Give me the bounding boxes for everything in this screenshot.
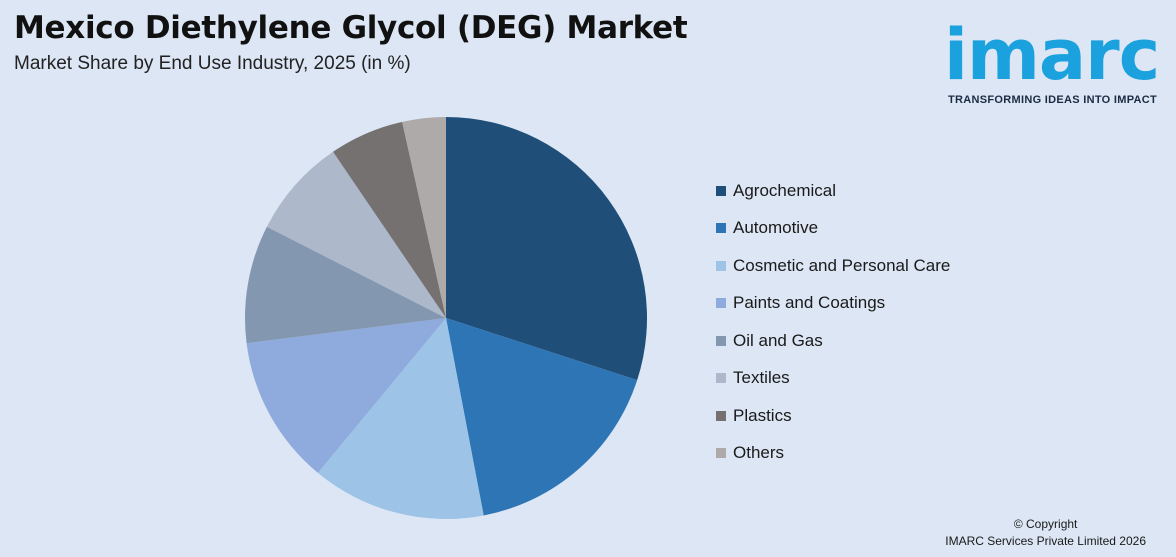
pie-slice-textiles [266,151,446,318]
legend-swatch [716,185,726,196]
logo-wordmark: imarc [944,14,1160,96]
legend-item: Plastics [716,397,950,435]
chart-title: Mexico Diethylene Glycol (DEG) Market [14,10,688,46]
legend-label: Automotive [733,218,819,238]
imarc-logo: imarc TRANSFORMING IDEAS INTO IMPACT [944,10,1170,110]
pie-slice-plastics [333,121,446,318]
legend-label: Textiles [733,368,790,388]
legend-item: Paints and Coatings [716,285,950,323]
legend-swatch [716,335,726,346]
legend-label: Paints and Coatings [733,293,886,313]
legend-item: Agrochemical [716,172,950,210]
legend-label: Others [733,443,785,463]
pie-slice-paints-and-coatings [246,318,446,473]
legend-item: Others [716,435,950,473]
copyright-notice: © Copyright IMARC Services Private Limit… [945,516,1146,550]
pie-slice-oil-and-gas [244,226,446,344]
legend-swatch [716,298,726,309]
pie-slice-others [402,117,446,318]
legend-swatch [716,223,726,234]
legend-label: Agrochemical [733,180,836,200]
legend-label: Oil and Gas [733,330,823,350]
legend-item: Automotive [716,210,950,248]
legend-item: Oil and Gas [716,322,950,360]
legend-swatch [716,260,726,271]
legend-item: Cosmetic and Personal Care [716,247,950,285]
pie-slice-agrochemical [446,117,647,381]
chart-legend: Agrochemical Automotive Cosmetic and Perso… [716,172,950,472]
pie-slice-cosmetic-and-personal-care [317,318,484,519]
legend-item: Textiles [716,360,950,398]
pie-slice-automotive [446,318,638,516]
legend-swatch [716,373,726,384]
chart-subtitle: Market Share by End Use Industry, 2025 (… [14,53,411,74]
copyright-line-1: © Copyright [1013,517,1078,531]
legend-label: Cosmetic and Personal Care [733,255,951,275]
copyright-line-2: IMARC Services Private Limited 2026 [945,534,1146,548]
legend-label: Plastics [733,405,792,425]
legend-swatch [716,448,726,459]
legend-swatch [716,410,726,421]
logo-tagline: TRANSFORMING IDEAS INTO IMPACT [948,94,1158,106]
